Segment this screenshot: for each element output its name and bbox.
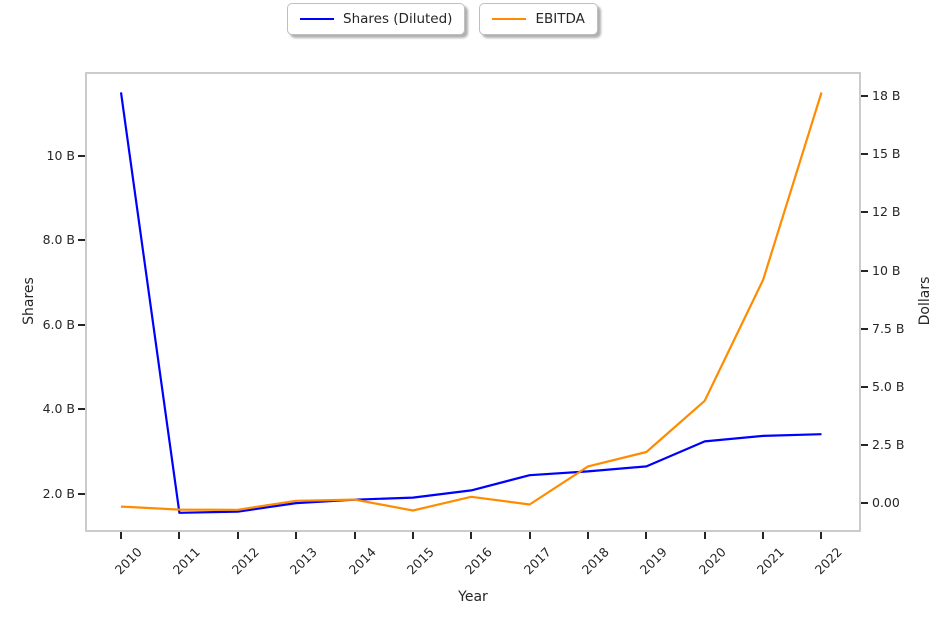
- right-axis-tick-label: 0.00: [872, 495, 900, 511]
- x-axis-tickmark: [411, 532, 414, 539]
- right-axis-tick-label: 18 B: [872, 88, 901, 104]
- legend-label-shares-diluted: Shares (Diluted): [343, 11, 453, 27]
- ebitda-line-sample-icon: [492, 18, 527, 20]
- legend-item-shares-diluted[interactable]: Shares (Diluted): [287, 3, 466, 35]
- x-axis-tickmark: [762, 532, 765, 539]
- left-axis-title: Shares: [21, 277, 37, 325]
- x-axis-tickmark: [820, 532, 823, 539]
- shares-line-sample-icon: [300, 18, 334, 20]
- right-axis-tickmark: [861, 502, 868, 505]
- left-axis-tickmark: [78, 408, 85, 411]
- left-axis-tickmark: [78, 492, 85, 495]
- right-axis-tick-label: 2.5 B: [872, 436, 905, 452]
- left-axis-tickmark: [78, 239, 85, 242]
- right-axis-tickmark: [861, 95, 868, 98]
- x-axis-tickmark: [120, 532, 123, 539]
- x-axis-tickmark: [470, 532, 473, 539]
- x-axis-tickmark: [353, 532, 356, 539]
- left-axis-tick-label: 2.0 B: [42, 485, 75, 501]
- x-axis-tickmark: [703, 532, 706, 539]
- left-axis-tick-label: 6.0 B: [42, 316, 75, 332]
- right-axis-tick-label: 7.5 B: [872, 320, 905, 336]
- left-axis-tick-label: 4.0 B: [42, 401, 75, 417]
- x-axis-tickmark: [586, 532, 589, 539]
- series-line-ebitda: [120, 92, 823, 512]
- x-axis-tickmark: [645, 532, 648, 539]
- right-axis-tick-label: 10 B: [872, 262, 901, 278]
- right-axis-tickmark: [861, 153, 868, 156]
- right-axis-tickmark: [861, 385, 868, 388]
- left-axis-tickmark: [78, 323, 85, 326]
- left-axis-tickmark: [78, 154, 85, 157]
- left-axis-tick-label: 8.0 B: [42, 232, 75, 248]
- right-axis-tick-label: 5.0 B: [872, 378, 905, 394]
- right-axis-tickmark: [861, 443, 868, 446]
- right-axis-tickmark: [861, 327, 868, 330]
- x-axis-title: Year: [458, 589, 488, 605]
- right-axis-tickmark: [861, 211, 868, 214]
- x-axis-tickmark: [236, 532, 239, 539]
- left-axis-tick-label: 10 B: [46, 147, 75, 163]
- right-axis-tick-label: 12 B: [872, 204, 901, 220]
- right-axis-tick-label: 15 B: [872, 146, 901, 162]
- legend-item-ebitda[interactable]: EBITDA: [479, 3, 598, 35]
- x-axis-tickmark: [528, 532, 531, 539]
- right-axis-title: Dollars: [917, 276, 933, 326]
- x-axis-tickmark: [295, 532, 298, 539]
- x-axis-tickmark: [178, 532, 181, 539]
- right-axis-tickmark: [861, 269, 868, 272]
- plot-frame: [85, 72, 861, 532]
- legend: Shares (Diluted) EBITDA: [287, 3, 598, 35]
- legend-label-ebitda: EBITDA: [535, 11, 585, 27]
- series-line-shares-diluted: [119, 92, 822, 514]
